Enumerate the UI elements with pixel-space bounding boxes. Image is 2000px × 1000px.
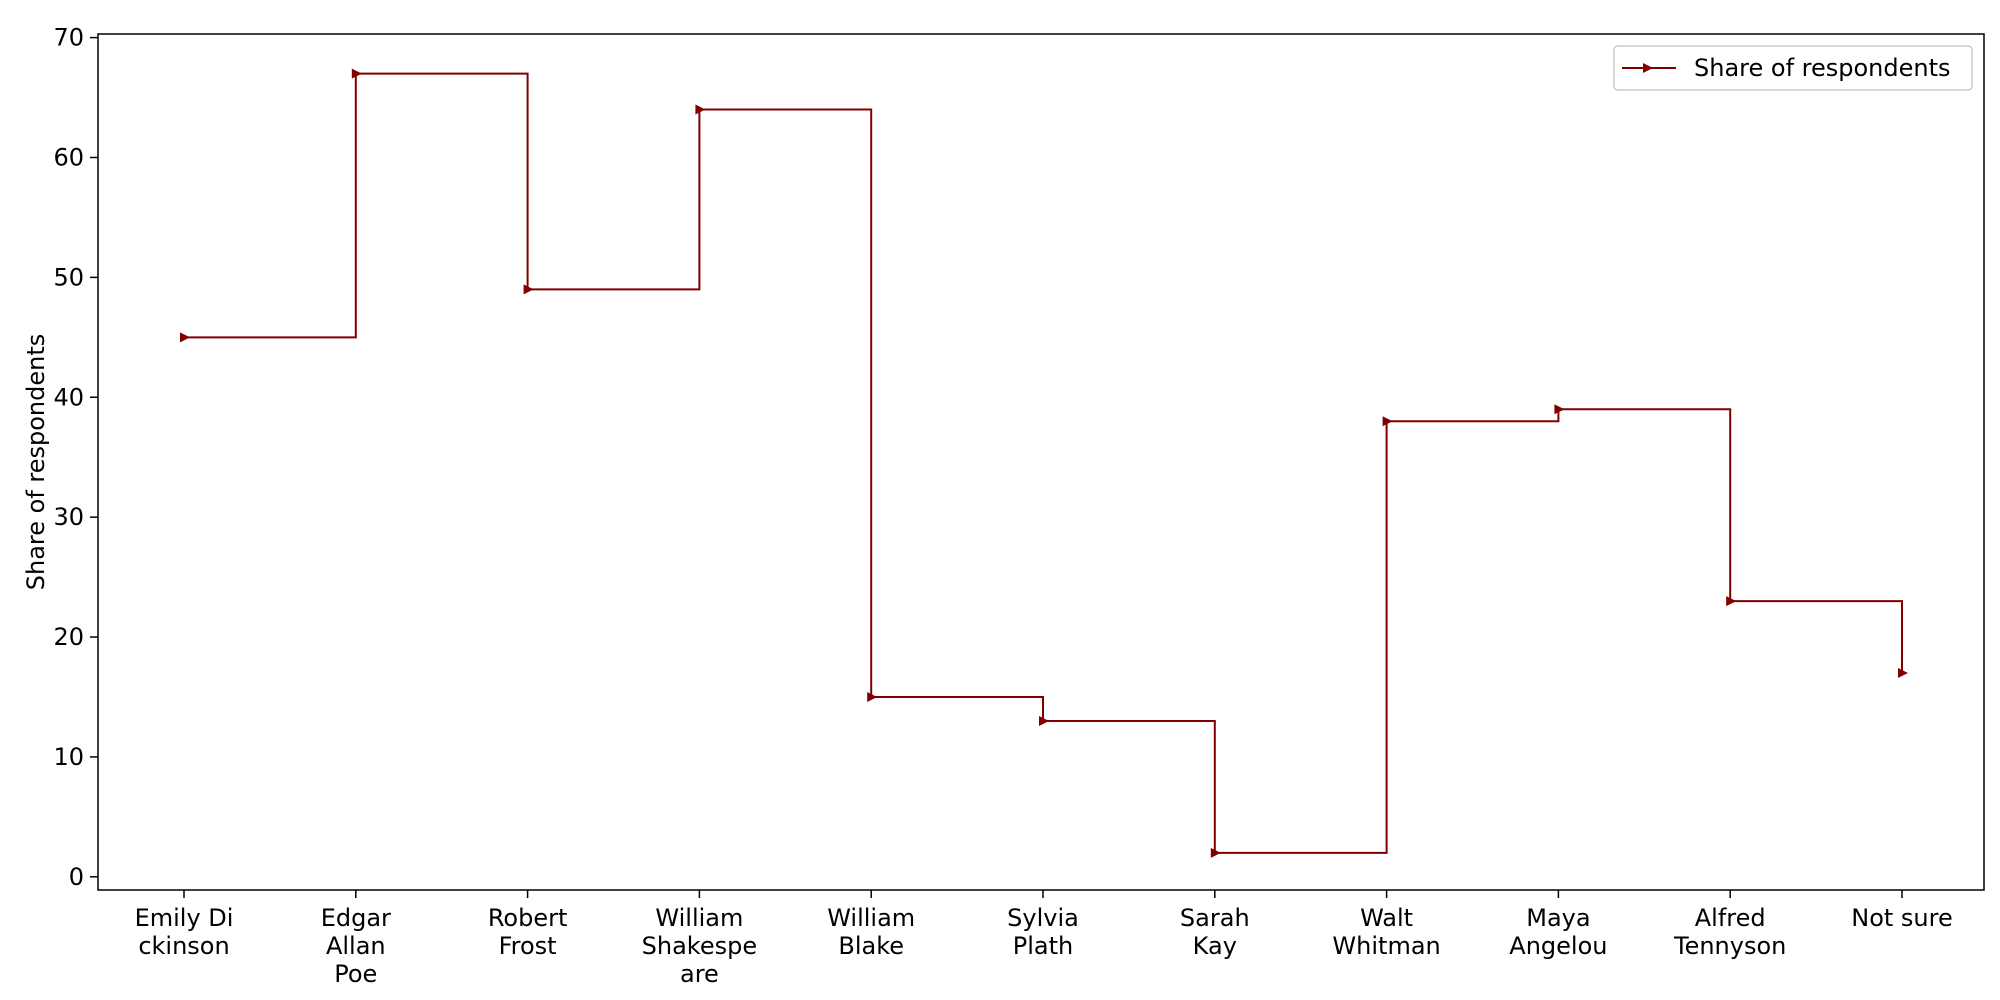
- y-tick-label: 50: [53, 263, 84, 291]
- x-tick-label: Sarah Kay: [1180, 904, 1250, 960]
- y-axis: 0 10 20 30 40 50 60 70: [53, 24, 98, 891]
- y-tick-label: 20: [53, 623, 84, 651]
- y-tick-label: 10: [53, 743, 84, 771]
- y-tick-label: 0: [69, 863, 84, 891]
- plot-area: [98, 34, 1984, 890]
- x-tick-label: Maya Angelou: [1509, 904, 1607, 960]
- x-tick-label: Sylvia Plath: [1007, 904, 1079, 960]
- x-tick-label: Edgar Allan Poe: [321, 904, 391, 988]
- x-axis: Emily Di ckinson Edgar Allan Poe Robert Frost W…: [135, 890, 1953, 988]
- x-tick-label: Emily Di ckinson: [135, 904, 234, 960]
- y-axis-label: Share of respondents: [22, 334, 50, 591]
- x-tick-label: William Shakespe are: [642, 904, 757, 988]
- y-tick-label: 40: [53, 383, 84, 411]
- y-tick-label: 60: [53, 143, 84, 171]
- x-tick-label: Alfred Tennyson: [1673, 904, 1786, 960]
- x-tick-label: Robert Frost: [488, 904, 568, 960]
- x-tick-label: William Blake: [827, 904, 915, 960]
- legend: Share of respondents: [1614, 46, 1972, 90]
- x-tick-label: Not sure: [1851, 904, 1953, 932]
- x-tick-label: Walt Whitman: [1332, 904, 1440, 960]
- y-tick-label: 70: [53, 24, 84, 52]
- y-tick-label: 30: [53, 503, 84, 531]
- legend-label: Share of respondents: [1694, 54, 1951, 82]
